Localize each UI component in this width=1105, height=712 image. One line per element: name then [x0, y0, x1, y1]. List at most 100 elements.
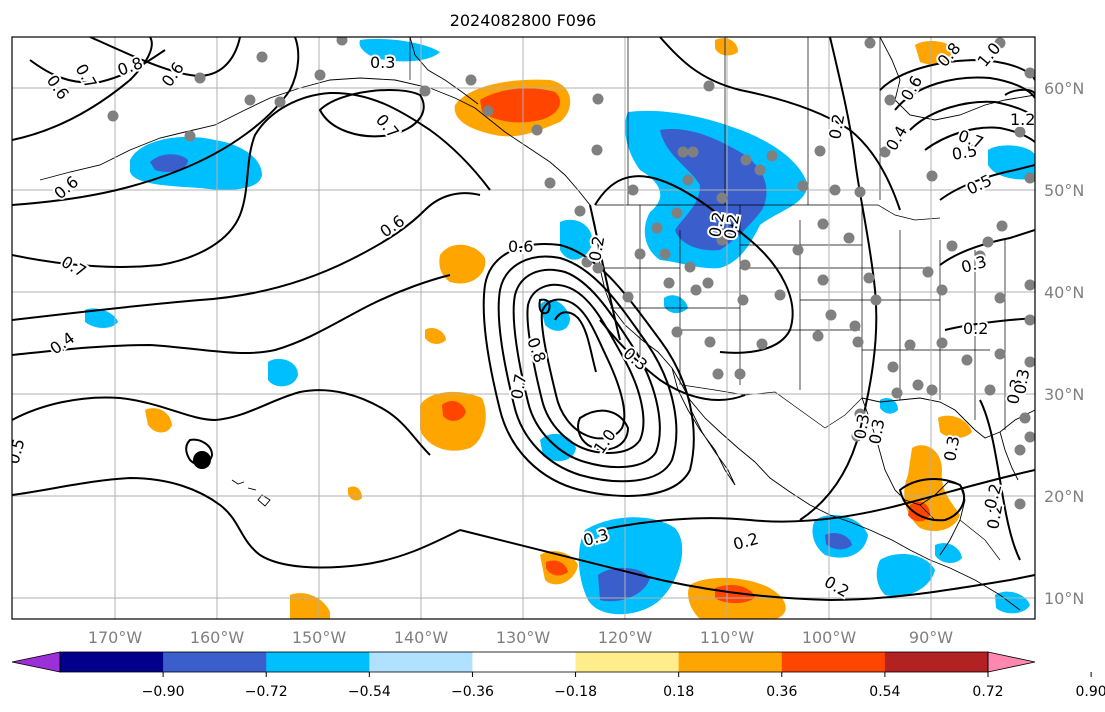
- anomaly-area: [598, 567, 650, 602]
- station-dot: [592, 262, 604, 274]
- station-dot: [946, 240, 958, 252]
- anomaly-area: [908, 501, 930, 522]
- station-dot: [812, 330, 824, 342]
- lon-label: 170°W: [88, 628, 143, 647]
- station-dot: [814, 145, 826, 157]
- station-dot: [677, 146, 689, 158]
- station-dot: [854, 408, 866, 420]
- contour: [599, 319, 746, 401]
- station-dot: [936, 337, 948, 349]
- colorbar-segment: [884, 652, 989, 672]
- lat-label: 50°N: [1044, 181, 1084, 200]
- anomaly-area: [935, 543, 962, 564]
- colorbar-tick-label: 0.18: [663, 684, 694, 700]
- map-title: 2024082800 F096: [450, 11, 597, 30]
- station-dot: [622, 291, 634, 303]
- lon-label: 130°W: [496, 628, 551, 647]
- anomaly-area: [715, 585, 755, 604]
- station-dot: [879, 146, 891, 158]
- lat-label: 10°N: [1044, 589, 1084, 608]
- coastline: [231, 479, 271, 507]
- contour: [318, 89, 425, 138]
- political-borders: [409, 37, 1006, 561]
- contour: [540, 298, 626, 440]
- lat-label: 30°N: [1044, 385, 1084, 404]
- border-line: [681, 384, 863, 429]
- contour: [577, 409, 630, 451]
- lon-label: 120°W: [598, 628, 653, 647]
- station-dot: [482, 105, 494, 117]
- contour: [659, 37, 901, 211]
- contour: [879, 58, 1035, 91]
- station-dot: [884, 94, 896, 106]
- station-dot: [671, 326, 683, 338]
- contour: [12, 476, 461, 569]
- anomaly-area: [85, 308, 118, 328]
- station-dot: [107, 110, 119, 122]
- border-line: [627, 37, 881, 205]
- station-dot: [994, 292, 1006, 304]
- colorbar-frame: [59, 651, 989, 673]
- station-dot: [984, 384, 996, 396]
- station-dot: [1024, 314, 1035, 326]
- colorbar-segment: [678, 652, 783, 672]
- station-dot: [1014, 498, 1026, 510]
- colorbar-segment: [369, 652, 473, 672]
- station-dot: [961, 354, 973, 366]
- anomaly-area: [546, 560, 568, 576]
- station-dot: [634, 248, 646, 260]
- colorbar-extend-min: [11, 651, 61, 673]
- station-dot: [904, 339, 916, 351]
- station-dot: [591, 144, 603, 156]
- contour: [944, 317, 1035, 331]
- anomaly-area: [995, 591, 1030, 614]
- contour: [799, 37, 878, 521]
- lon-label: 100°W: [802, 628, 857, 647]
- station-dot: [336, 37, 348, 46]
- station-dot: [996, 220, 1008, 232]
- lat-label: 40°N: [1044, 283, 1084, 302]
- station-dot: [982, 236, 994, 248]
- station-dot: [936, 284, 948, 296]
- contour: [12, 37, 300, 206]
- station-dot: [703, 80, 715, 92]
- station-dot: [687, 146, 699, 158]
- colorbar-segment: [266, 652, 370, 672]
- contour: [459, 529, 1035, 602]
- contour-label: 1.2: [1010, 110, 1035, 129]
- contour: [939, 229, 1035, 266]
- station-dot: [825, 309, 837, 321]
- coastline: [861, 397, 1035, 439]
- station-dot: [829, 184, 841, 196]
- colorbar-segment: [472, 652, 577, 672]
- contour: [512, 268, 661, 469]
- station-dot: [754, 164, 766, 176]
- station-dot: [994, 348, 1006, 360]
- contour: [89, 37, 241, 77]
- storm-center-marker: [193, 451, 211, 469]
- anomaly-area: [359, 38, 440, 62]
- station-dot: [817, 274, 829, 286]
- station-dot: [592, 93, 604, 105]
- station-dot: [581, 256, 593, 268]
- station-dot: [627, 184, 639, 196]
- lat-label: 20°N: [1044, 487, 1084, 506]
- station-dot: [1019, 412, 1031, 424]
- station-dot: [651, 222, 663, 234]
- station-dot: [465, 74, 477, 86]
- lon-label: 90°W: [909, 628, 953, 647]
- contour: [979, 399, 1021, 561]
- station-dot: [574, 205, 586, 217]
- station-dot: [1014, 126, 1026, 138]
- station-dot: [739, 259, 751, 271]
- station-dot: [766, 150, 778, 162]
- colorbar-tick-label: −0.90: [142, 684, 185, 700]
- contour: [594, 175, 794, 354]
- anomaly-area: [480, 88, 560, 123]
- map-frame: [11, 36, 1036, 620]
- station-dot: [852, 336, 864, 348]
- contour: [526, 283, 645, 454]
- contour: [554, 311, 597, 373]
- border-line: [919, 504, 1001, 561]
